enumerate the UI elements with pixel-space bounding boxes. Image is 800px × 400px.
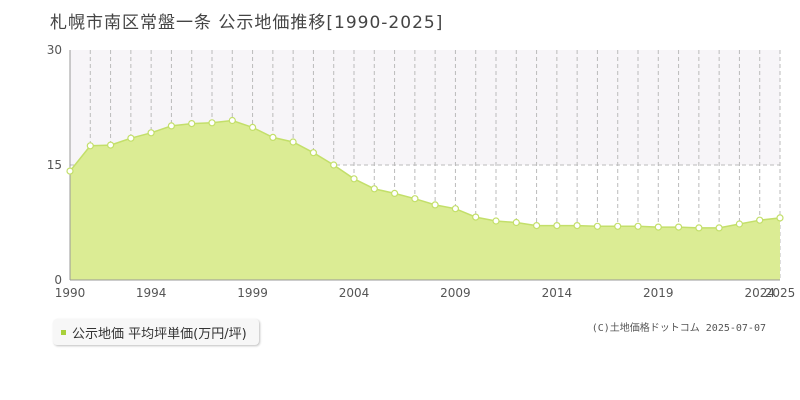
data-point bbox=[431, 201, 439, 209]
data-point bbox=[634, 222, 642, 230]
data-point bbox=[106, 141, 115, 149]
series-area bbox=[70, 120, 780, 280]
y-tick-label: 0 bbox=[54, 273, 62, 287]
data-point bbox=[86, 142, 94, 150]
y-tick-label: 30 bbox=[47, 43, 62, 57]
data-point bbox=[553, 222, 561, 230]
data-point bbox=[269, 133, 277, 141]
data-point bbox=[472, 213, 480, 221]
data-point bbox=[654, 223, 662, 231]
data-point bbox=[492, 217, 500, 225]
data-point bbox=[391, 189, 399, 197]
data-point bbox=[735, 220, 744, 228]
x-tick-label: 2024 bbox=[744, 286, 775, 300]
x-tick-label: 1994 bbox=[136, 286, 167, 300]
data-point bbox=[512, 218, 520, 227]
x-tick-label: 2004 bbox=[339, 286, 370, 300]
x-tick-label: 2009 bbox=[440, 286, 471, 300]
x-tick-label: 2025 bbox=[765, 286, 796, 300]
legend-label: 公示地価 平均坪単価(万円/坪) bbox=[72, 326, 247, 342]
data-point bbox=[411, 195, 419, 203]
x-tick-label: 1999 bbox=[237, 286, 268, 300]
data-point bbox=[330, 161, 338, 169]
data-point bbox=[674, 223, 683, 231]
data-point bbox=[715, 224, 723, 232]
data-point bbox=[66, 167, 74, 175]
legend-swatch-icon bbox=[61, 329, 66, 335]
data-point bbox=[573, 222, 581, 230]
chart-title: 札幌市南区常盤一条 公示地価推移[1990-2025] bbox=[50, 13, 444, 33]
data-point bbox=[167, 122, 175, 130]
x-tick-label: 2019 bbox=[643, 286, 674, 300]
data-point bbox=[249, 123, 257, 132]
data-point bbox=[532, 222, 541, 230]
data-point bbox=[127, 134, 135, 142]
data-point bbox=[695, 224, 703, 232]
data-point bbox=[350, 175, 358, 183]
data-point bbox=[614, 222, 622, 230]
data-point bbox=[228, 116, 236, 125]
data-point bbox=[289, 138, 297, 146]
data-point bbox=[593, 222, 602, 230]
data-point bbox=[147, 129, 155, 137]
data-point bbox=[188, 119, 196, 128]
x-tick-label: 2014 bbox=[542, 286, 573, 300]
data-point bbox=[370, 185, 378, 193]
data-point bbox=[451, 205, 459, 213]
y-tick-label: 15 bbox=[47, 158, 62, 172]
data-point bbox=[756, 216, 764, 224]
copyright-text: (C)土地価格ドットコム 2025-07-07 bbox=[591, 323, 766, 334]
x-tick-label: 1990 bbox=[55, 286, 86, 300]
data-point bbox=[309, 149, 317, 157]
data-point bbox=[208, 119, 216, 127]
legend: 公示地価 平均坪単価(万円/坪) bbox=[53, 319, 259, 345]
data-point bbox=[776, 214, 784, 222]
